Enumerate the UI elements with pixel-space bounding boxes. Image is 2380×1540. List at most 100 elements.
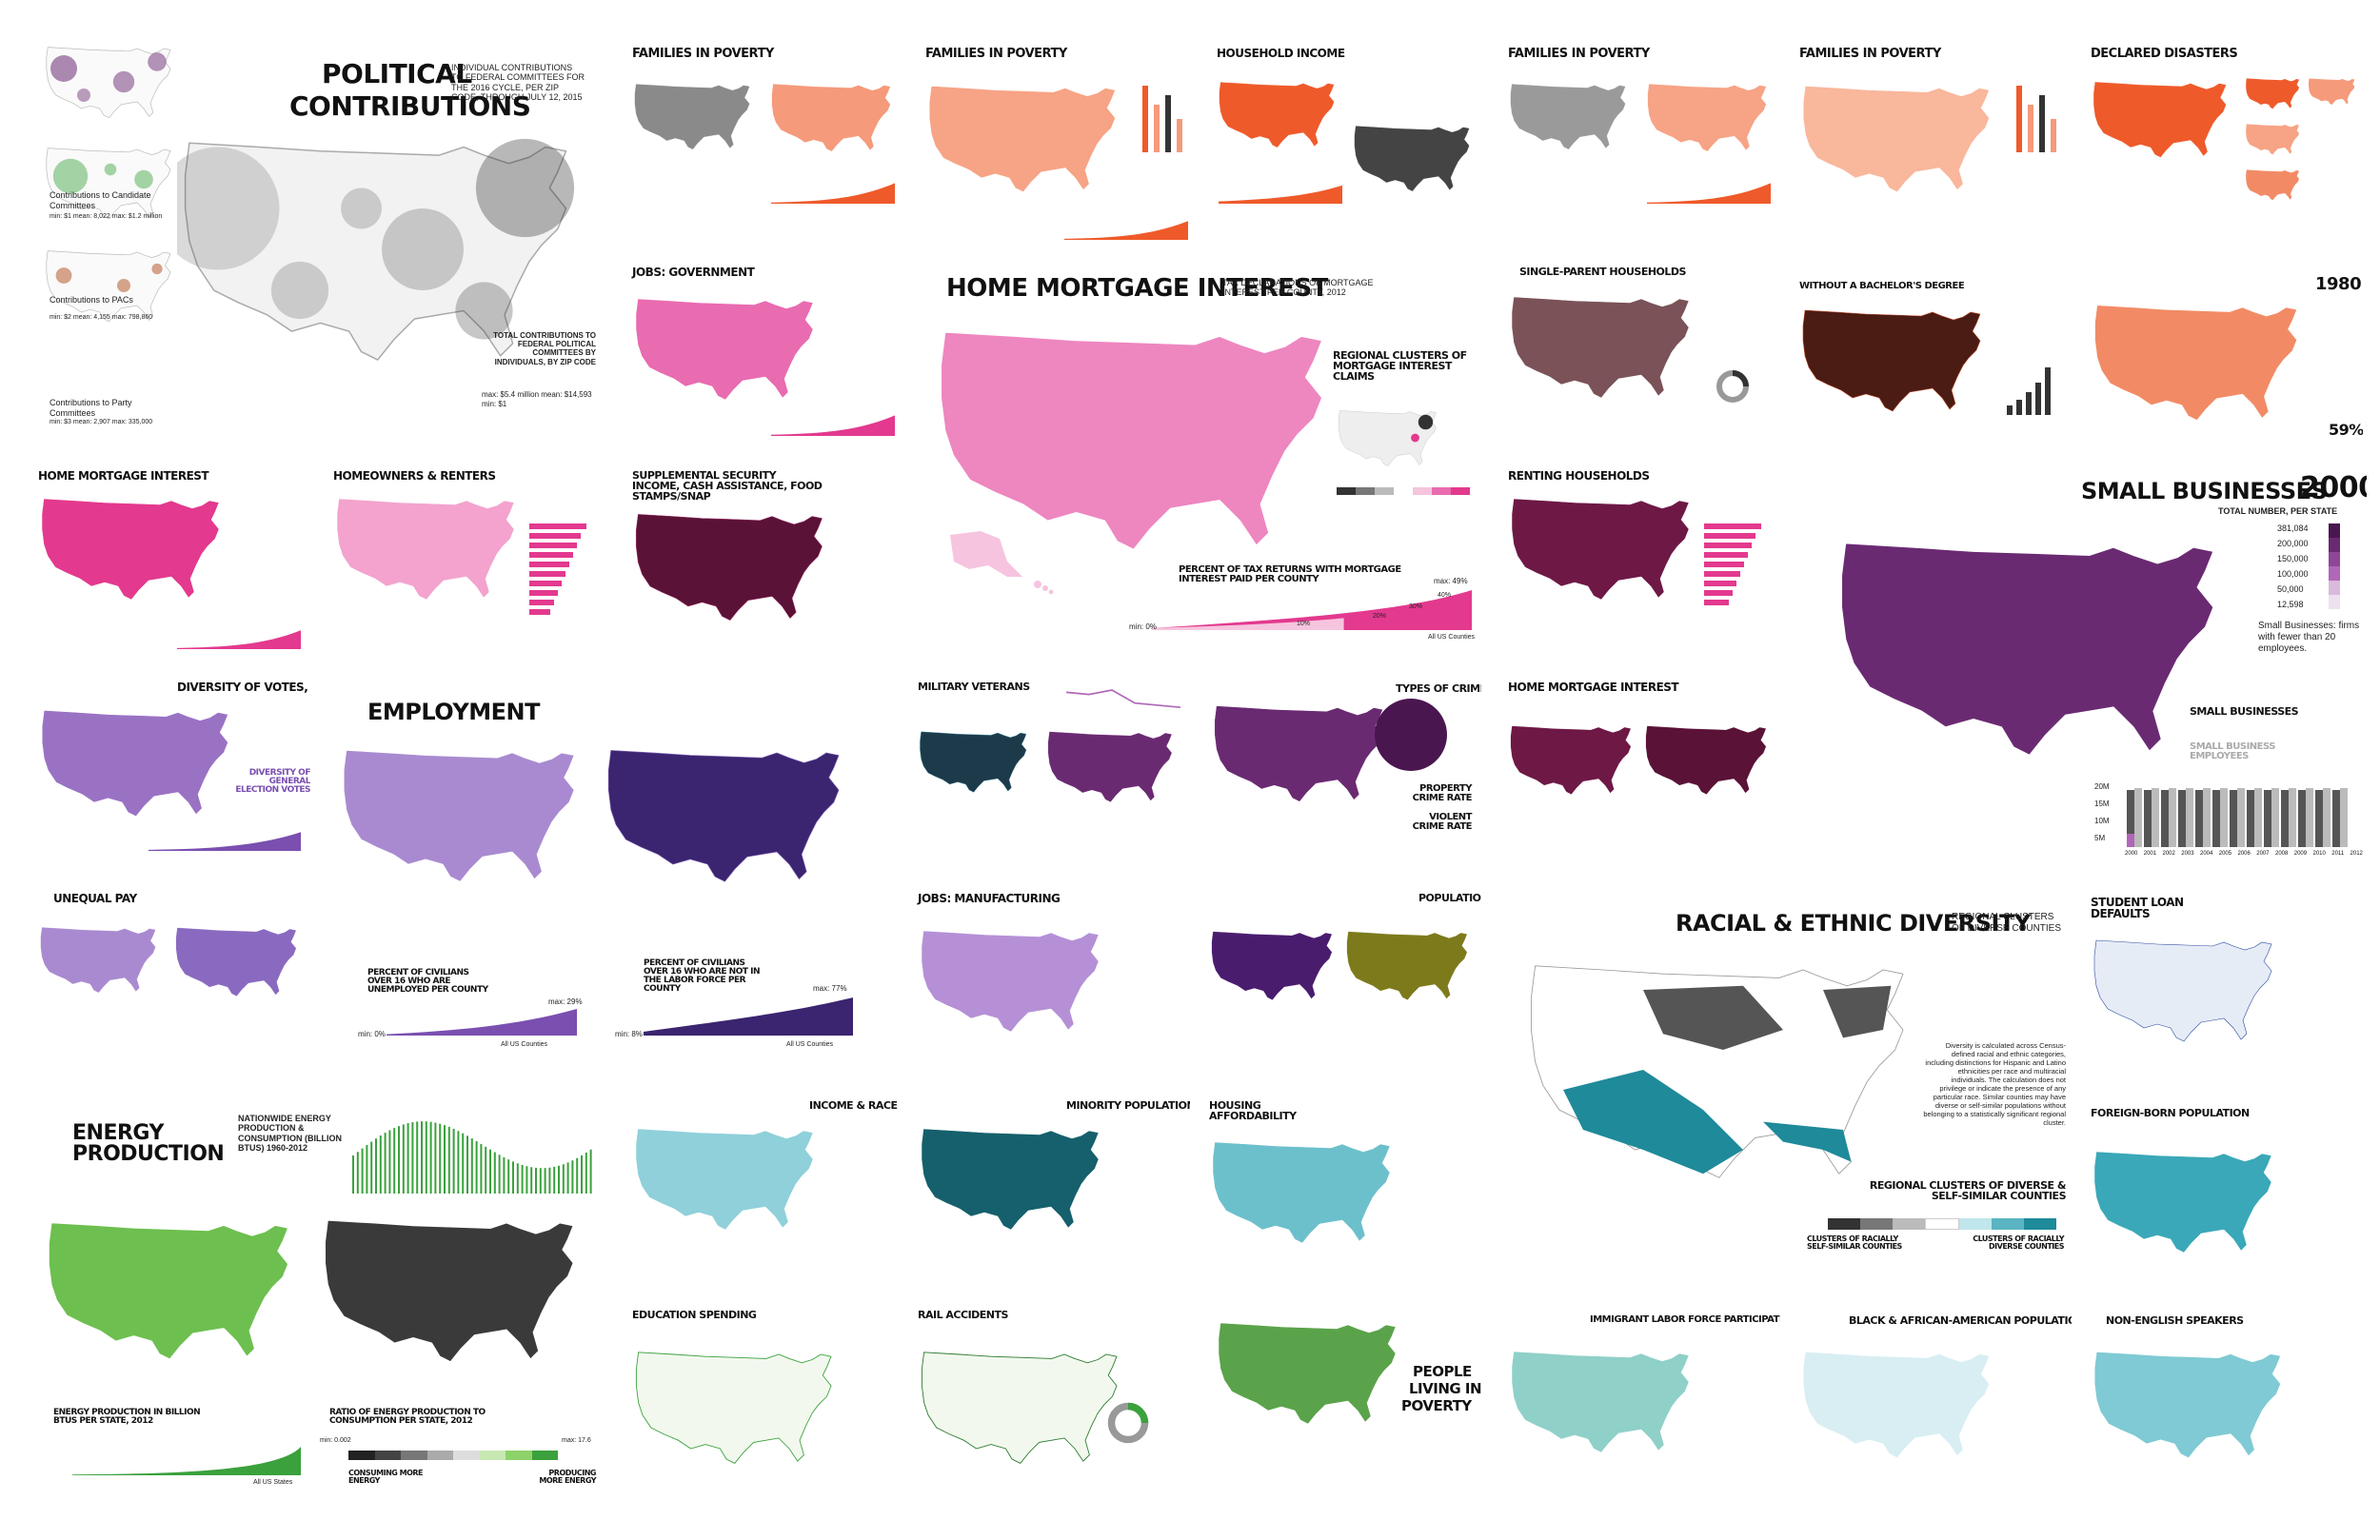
families-poverty-1-title: FAMILIES IN POVERTY xyxy=(632,47,774,61)
military-veterans-map-purple xyxy=(1045,725,1179,807)
political-map-party xyxy=(44,238,177,333)
energy-bar xyxy=(356,1152,359,1194)
racial-ethnic-legend xyxy=(1828,1218,2056,1230)
energy-bar xyxy=(421,1121,423,1194)
small-business-ytick-1: 15M xyxy=(2094,800,2110,808)
political-map-candidates xyxy=(44,34,177,129)
types-crime-violent: VIOLENT CRIME RATE xyxy=(1412,812,1473,832)
year-label: 2005 xyxy=(2218,851,2232,857)
energy-ratio-label: RATIO OF ENERGY PRODUCTION TO CONSUMPTIO… xyxy=(329,1408,486,1426)
employment-laborforce-chart xyxy=(644,997,853,1036)
non-english-map xyxy=(2091,1342,2291,1466)
energy-chart xyxy=(348,1098,596,1194)
panel-housing: HOUSING AFFORDABILITY xyxy=(1205,1085,1481,1275)
household-income-map-orange xyxy=(1217,76,1340,152)
families-poverty-2-map xyxy=(925,76,1125,200)
energy-bar xyxy=(571,1160,574,1194)
panel-population: POPULATION xyxy=(1205,883,1481,1074)
diversity-votes-legend: DIVERSITY OF GENERAL ELECTION VOTES xyxy=(235,768,310,795)
home-mortgage-big-axis: All US Counties xyxy=(1428,634,1476,641)
political-label-pacs: Contributions to PACs xyxy=(50,295,133,305)
energy-bar xyxy=(444,1125,446,1194)
families-poverty-3-chart xyxy=(1647,181,1771,204)
energy-ratio-max: max: 17.6 xyxy=(562,1437,591,1444)
household-income-title: HOUSEHOLD INCOME xyxy=(1217,47,1345,60)
energy-bar xyxy=(530,1167,533,1194)
bachelor-title: WITHOUT A BACHELOR'S DEGREE xyxy=(1799,281,1965,291)
jobs-manufacturing-title: JOBS: MANUFACTURING xyxy=(918,892,1061,905)
panel-military-veterans: MILITARY VETERANS xyxy=(914,678,1190,868)
population-map-olive xyxy=(1344,925,1474,1005)
energy-bar xyxy=(470,1138,473,1194)
panel-racial-ethnic: RACIAL & ETHNIC DIVERSITY REGIONAL CLUST… xyxy=(1504,883,2075,1283)
small-business-legend-2: 150,000 xyxy=(2277,554,2309,563)
energy-bar xyxy=(407,1123,409,1194)
employment-unemployed-chart xyxy=(387,1009,577,1036)
families-poverty-2-chart xyxy=(1064,219,1188,240)
energy-bar xyxy=(585,1152,587,1194)
panel-supplemental: SUPPLEMENTAL SECURITY INCOME, CASH ASSIS… xyxy=(628,466,904,666)
energy-consuming: CONSUMING MORE ENERGY xyxy=(348,1469,424,1485)
foreign-born-map xyxy=(2091,1142,2281,1260)
declared-disasters-map-1 xyxy=(2091,76,2233,162)
types-crime-inset xyxy=(1373,697,1449,773)
types-crime-property: PROPERTY CRIME RATE xyxy=(1412,783,1473,803)
employment-laborforce-label: PERCENT OF CIVILIANS OVER 16 WHO ARE NOT… xyxy=(644,958,761,994)
year-label: 2000 xyxy=(2125,851,2138,857)
population-title: POPULATION xyxy=(1418,892,1481,904)
people-poverty-line1: PEOPLE xyxy=(1413,1363,1472,1380)
minority-title: MINORITY POPULATION xyxy=(1066,1099,1190,1112)
home-mortgage-2-chart xyxy=(177,628,301,649)
political-map-pacs xyxy=(44,135,177,230)
energy-bar xyxy=(384,1133,387,1194)
panel-families-poverty-3: FAMILIES IN POVERTY xyxy=(1504,38,1780,247)
renting-bars xyxy=(1704,523,1771,628)
single-parent-title: SINGLE-PARENT HOUSEHOLDS xyxy=(1519,266,1686,278)
energy-bar xyxy=(512,1161,514,1194)
families-poverty-1-map-gray xyxy=(632,78,756,154)
energy-producing: PRODUCING MORE ENERGY xyxy=(539,1469,596,1485)
panel-diversity-votes: DIVERSITY OF VOTES, 2012 DIVERSITY OF GE… xyxy=(34,678,310,868)
year-label: 2001 xyxy=(2143,851,2157,857)
energy-bar xyxy=(485,1146,487,1194)
energy-map-ratio xyxy=(320,1209,586,1371)
home-mortgage-big-legend xyxy=(1337,487,1470,495)
energy-bar xyxy=(416,1121,419,1194)
panel-employment: EMPLOYMENT PERCENT OF CIVILIANS OVER 16 … xyxy=(329,678,863,1058)
black-african-title: BLACK & AFRICAN-AMERICAN POPULATION xyxy=(1849,1314,2072,1327)
energy-bar xyxy=(361,1148,364,1194)
racial-ethnic-clusters-label: REGIONAL CLUSTERS OF DIVERSE & SELF-SIMI… xyxy=(1869,1179,2067,1202)
employment-map-unemployed xyxy=(339,739,586,891)
employment-laborforce-max: max: 77% xyxy=(813,984,847,993)
voter-turnout-year: 1980 xyxy=(2315,274,2362,294)
panel-families-poverty-4: FAMILIES IN POVERTY xyxy=(1795,38,2072,247)
types-crime-map xyxy=(1211,697,1392,809)
rail-donut xyxy=(1104,1399,1152,1447)
home-mortgage-big-title: HOME MORTGAGE INTEREST xyxy=(946,274,1328,303)
home-mortgage-2-map xyxy=(38,489,228,607)
energy-bar xyxy=(434,1122,437,1194)
energy-production-label: ENERGY PRODUCTION IN BILLION BTUS PER ST… xyxy=(53,1408,201,1426)
energy-bar xyxy=(498,1155,501,1194)
panel-types-crime: TYPES OF CRIME PROPERTY CRIME RATE VIOLE… xyxy=(1205,678,1481,868)
energy-title: ENERGY PRODUCTION xyxy=(72,1121,225,1166)
energy-bar xyxy=(352,1155,354,1194)
small-business-ytick-2: 10M xyxy=(2094,817,2110,825)
home-mortgage-3-map-1 xyxy=(1508,720,1637,800)
home-mortgage-3-map-2 xyxy=(1643,720,1773,800)
income-race-title: INCOME & RACE xyxy=(809,1099,898,1112)
student-loan-title: STUDENT LOAN DEFAULTS xyxy=(2091,896,2184,920)
panel-non-english: NON-ENGLISH SPEAKERS xyxy=(2087,1304,2363,1513)
energy-bar xyxy=(503,1156,506,1194)
energy-bar xyxy=(425,1121,427,1194)
panel-families-poverty-2: FAMILIES IN POVERTY xyxy=(922,38,1198,247)
small-business-legend-1: 200,000 xyxy=(2277,539,2309,548)
people-poverty-line2: LIVING IN xyxy=(1409,1380,1481,1397)
bachelor-bars xyxy=(2003,358,2060,415)
people-poverty-map xyxy=(1215,1313,1405,1431)
energy-bar xyxy=(526,1166,528,1194)
single-parent-donut xyxy=(1714,367,1752,405)
voter-turnout-map xyxy=(2091,295,2308,428)
energy-production-dist xyxy=(72,1447,301,1475)
energy-bar xyxy=(489,1149,491,1194)
